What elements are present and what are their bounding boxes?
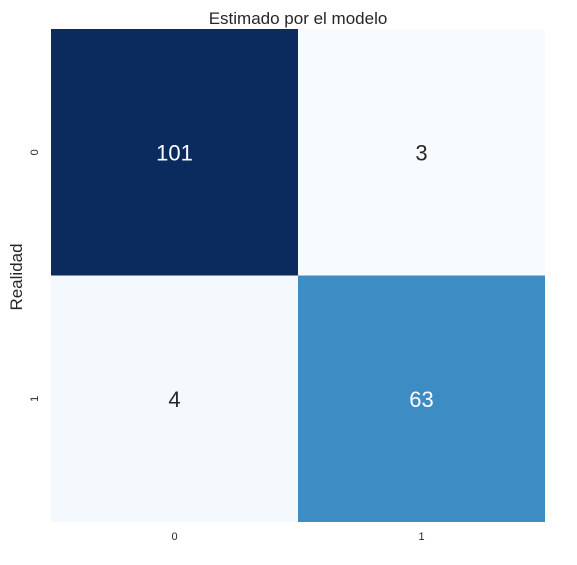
cell-value-label-r1-c0: 4 <box>168 387 180 412</box>
cell-value-label-r1-c1: 63 <box>409 387 433 412</box>
x-tick-label-1: 1 <box>418 531 424 543</box>
x-tick-label-0: 0 <box>171 531 177 543</box>
heatmap-cell-labels: 101 3 4 63 <box>156 140 434 412</box>
heatmap-cell-r0-c1 <box>298 29 545 276</box>
y-tick-label-0: 0 <box>29 149 41 155</box>
y-axis-ticks: 01 <box>29 149 41 402</box>
chart-title: Estimado por el modelo <box>209 9 388 28</box>
cell-value-label-r0-c1: 3 <box>415 140 427 165</box>
heatmap-cell-r0-c0 <box>51 29 298 276</box>
cell-value-label-r0-c0: 101 <box>156 140 193 165</box>
heatmap-cell-r1-c1 <box>298 275 545 522</box>
heatmap-cell-r1-c0 <box>51 275 298 522</box>
y-axis-label: Realidad <box>7 243 26 310</box>
heatmap-cells <box>51 29 545 522</box>
y-tick-label-1: 1 <box>29 396 41 402</box>
